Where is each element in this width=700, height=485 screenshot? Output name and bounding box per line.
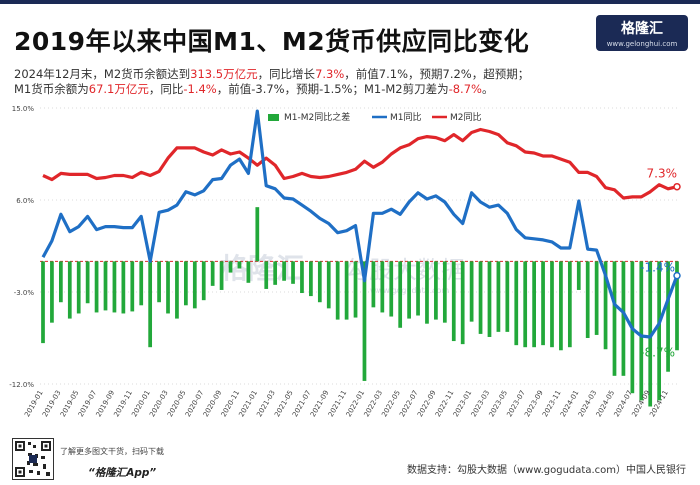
gap-bar: [85, 261, 90, 304]
gap-bar: [291, 261, 295, 284]
gap-bar: [380, 261, 385, 313]
watermark-text: 格隆汇: [220, 252, 304, 285]
gap-bar: [282, 261, 286, 281]
gap-bar: [460, 261, 465, 345]
m1-series-line: [41, 109, 679, 339]
gap-bar: [255, 207, 260, 262]
subtitle-line-1: 2024年12月末，M2货币余额达到313.5万亿元，同比增长7.3%，前值7.…: [14, 67, 530, 81]
m1-end-label: -1.4%: [640, 261, 675, 275]
gap-bar: [594, 261, 599, 335]
gap-bar: [103, 261, 108, 311]
gap-bar: [541, 261, 545, 346]
m2-end-label: 7.3%: [647, 167, 678, 181]
gap-bar: [148, 261, 153, 348]
gap-bar: [166, 261, 170, 314]
logo-text: 格隆汇: [621, 21, 663, 37]
gap-bar: [112, 261, 117, 313]
legend-label-gap: M1-M2同比之差: [284, 111, 350, 123]
gap-bar: [603, 261, 608, 350]
y-tick-label: -3.0%: [14, 289, 35, 297]
gap-bar: [425, 261, 429, 324]
gap-bar: [567, 261, 572, 348]
legend-label-m1: M1同比: [390, 111, 422, 123]
gap-bar: [451, 261, 456, 342]
gap-bar: [398, 261, 403, 328]
gap-bar: [210, 261, 215, 286]
m1-end-marker: [673, 271, 681, 280]
page-title: 2019年以来中国M1、M2货币供应同比变化: [14, 27, 530, 56]
gap-bar: [76, 261, 81, 314]
gap-bar: [184, 261, 188, 306]
gap-bar: [648, 261, 653, 407]
gap-bar: [478, 261, 483, 334]
gap-bar: [300, 261, 304, 294]
gap-bar: [523, 261, 528, 348]
gap-bar: [317, 261, 322, 303]
subtitle-line-2: M1货币余额为67.1万亿元，同比-1.4%，前值-3.7%，预期-1.5%；M…: [14, 82, 494, 96]
gap-bar: [469, 261, 474, 322]
gap-bar: [442, 261, 447, 323]
gap-bar: [192, 261, 197, 309]
gap-bar: [219, 261, 224, 290]
gap-bar: [67, 261, 72, 319]
data-source: 数据支持：勾股大数据（www.gogudata.com）中国人民银行: [406, 465, 686, 476]
gap-bar: [94, 261, 99, 313]
m2-series-line: [42, 127, 678, 200]
gap-bar: [407, 261, 411, 319]
legend-label-m2: M2同比: [450, 111, 482, 123]
gap-bar: [576, 261, 581, 290]
y-tick-label: -12.0%: [9, 381, 34, 389]
gap-bar: [612, 261, 617, 376]
top-accent-bar: [0, 0, 700, 4]
logo-url: www.gelonghui.com: [606, 40, 678, 48]
gap-bar: [362, 261, 367, 381]
gap-bar: [416, 261, 420, 316]
gap-bar: [157, 261, 161, 303]
gap-bar: [496, 261, 501, 332]
m2-end-marker: [673, 182, 681, 191]
qr-code-icon[interactable]: [12, 438, 54, 480]
gap-bar: [175, 261, 179, 319]
gap-bar: [389, 261, 394, 317]
gap-bar: [237, 261, 242, 269]
gap-bar: [50, 261, 54, 323]
footer-app-name: “格隆汇App”: [88, 467, 157, 479]
footer-download-note: 了解更多图文干货，扫码下载: [60, 447, 164, 456]
gap-end-label: -8.7%: [640, 345, 675, 359]
gap-bar: [273, 261, 278, 285]
gap-bar: [639, 261, 644, 401]
gap-bar: [228, 261, 233, 273]
gap-bar: [434, 261, 438, 320]
gap-bar: [130, 261, 135, 312]
gap-bar: [514, 261, 519, 346]
brand-logo[interactable]: 格隆汇 www.gelonghui.com: [596, 15, 688, 51]
m1-m2-chart: 格隆汇勾股大数据www.gogudata.com15.0%6.0%-3.0%-1…: [9, 105, 681, 418]
gap-bar: [532, 261, 536, 348]
gap-bar: [550, 261, 554, 348]
gap-bar: [264, 261, 269, 289]
gap-bar: [58, 261, 63, 303]
gap-bar: [246, 261, 251, 283]
gap-bar: [344, 261, 349, 320]
gap-bar: [675, 261, 679, 351]
legend-swatch-gap: [268, 114, 279, 121]
y-tick-label: 15.0%: [12, 105, 35, 113]
gap-bar: [335, 261, 340, 320]
gap-bar: [559, 261, 563, 351]
gap-bar: [505, 261, 510, 332]
gap-bar: [657, 261, 662, 401]
gap-bar: [326, 261, 331, 309]
gap-bar: [353, 261, 358, 318]
gap-bar: [201, 261, 206, 301]
gap-bar: [139, 261, 144, 306]
gap-bar: [309, 261, 313, 297]
gap-bar: [41, 261, 45, 344]
gap-bar: [487, 261, 492, 337]
gap-bar: [621, 261, 626, 376]
gap-bar: [666, 261, 670, 372]
gap-bar: [121, 261, 126, 314]
y-tick-label: 6.0%: [16, 197, 34, 205]
gap-bar: [371, 261, 376, 308]
gap-bar: [585, 261, 590, 338]
